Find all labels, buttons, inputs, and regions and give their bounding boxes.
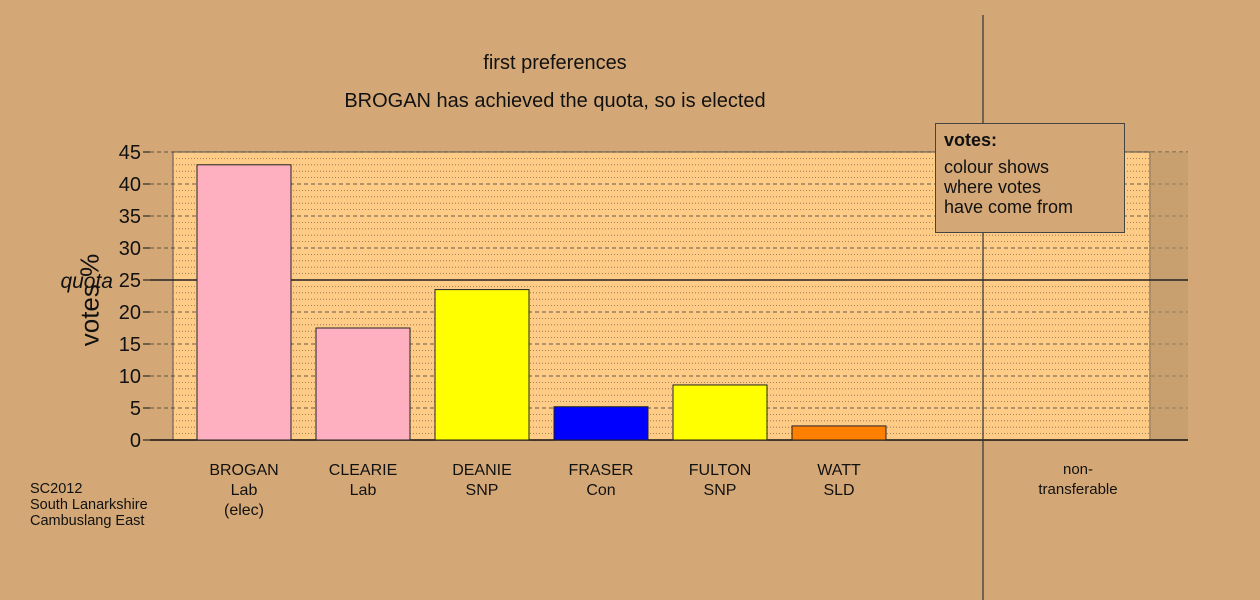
legend-line: have come from <box>944 197 1074 217</box>
source-note: SC2012 South Lanarkshire Cambuslang East <box>30 481 148 529</box>
source-line: Cambuslang East <box>30 513 145 529</box>
x-category-label: (elec) <box>224 502 264 519</box>
y-tick-label: 30 <box>119 238 141 260</box>
y-tick-label: 0 <box>130 430 141 452</box>
bar <box>434 289 530 441</box>
y-tick-label: 15 <box>119 334 141 356</box>
x-category-label: SNP <box>704 482 737 499</box>
x-category-label: BROGAN <box>209 462 278 479</box>
y-tick-label: 10 <box>119 366 141 388</box>
legend-line: colour shows <box>944 157 1050 177</box>
y-tick-label: 40 <box>119 174 141 196</box>
chart-subtitle: BROGAN has achieved the quota, so is ele… <box>344 90 766 112</box>
x-category-label: Con <box>586 482 615 499</box>
y-tick-label: 5 <box>130 398 141 420</box>
y-tick-label: 25 <box>119 270 141 292</box>
x-category-label: DEANIE <box>452 462 512 479</box>
y-tick-label: 35 <box>119 206 141 228</box>
quota-label: quota <box>60 270 113 293</box>
y-tick-label: 20 <box>119 302 141 324</box>
x-category-label: transferable <box>1038 481 1117 498</box>
y-tick-label: 45 <box>119 142 141 164</box>
x-category-label: FRASER <box>569 462 634 479</box>
bar <box>791 425 887 441</box>
bar <box>672 384 768 441</box>
x-category-label: non- <box>1063 461 1093 478</box>
x-category-label: FULTON <box>689 462 752 479</box>
legend: votes: colour shows where votes have com… <box>935 123 1125 233</box>
bar <box>553 406 649 441</box>
y-axis-label: votes % <box>74 253 105 347</box>
legend-line: where votes <box>944 177 1042 197</box>
x-category-label: Lab <box>231 482 258 499</box>
legend-title: votes: <box>944 130 998 150</box>
plot-edge-shade <box>1150 152 1188 440</box>
x-category-label: CLEARIE <box>329 462 397 479</box>
source-line: SC2012 <box>30 481 83 497</box>
x-category-label: SLD <box>823 482 854 499</box>
source-line: South Lanarkshire <box>30 497 148 513</box>
bar <box>315 327 411 441</box>
x-category-label: Lab <box>350 482 377 499</box>
x-category-label: SNP <box>466 482 499 499</box>
bar <box>196 164 292 441</box>
chart-title: first preferences <box>483 52 627 74</box>
x-category-label: WATT <box>817 462 861 479</box>
